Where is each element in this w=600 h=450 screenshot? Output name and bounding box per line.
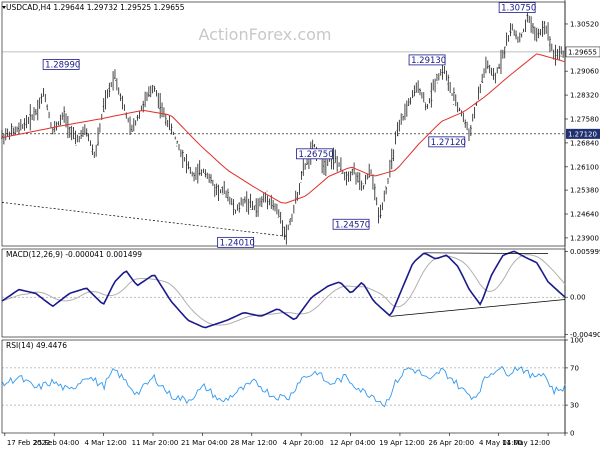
x-tick-label: 4 Apr 20:00 xyxy=(283,439,324,447)
x-tick-label: 26 Apr 20:00 xyxy=(429,439,475,447)
rsi-line xyxy=(1,365,566,408)
price-annotation-label: 1.26750 xyxy=(298,150,333,160)
price-annotation: 1.26750 xyxy=(296,148,334,160)
price-y-tick-label: 1.26100 xyxy=(570,163,599,171)
x-tick-label: 4 Mar 12:00 xyxy=(84,439,126,447)
level-price-tag: 1.27120 xyxy=(566,128,600,139)
level-price-tag-text: 1.27120 xyxy=(568,130,597,138)
macd-trendline-top xyxy=(424,252,549,254)
price-y-tick-label: 1.24640 xyxy=(570,211,599,219)
price-annotation: 1.29130 xyxy=(408,54,446,66)
x-tick-label: 17 Feb 2022 xyxy=(7,439,51,447)
rsi-y-tick-label: 30 xyxy=(570,402,579,410)
price-annotation: 1.27120 xyxy=(428,136,466,148)
current-price-tag: 1.29655 xyxy=(565,46,600,58)
macd-y-tick-label: 0.00 xyxy=(570,294,586,302)
x-tick-label: 21 Mar 04:00 xyxy=(181,439,228,447)
rsi-y-tick-label: 100 xyxy=(570,337,583,345)
price-annotation-label: 1.24010 xyxy=(220,238,255,248)
price-annotation-label: 1.27120 xyxy=(431,138,466,148)
price-annotation-label: 1.30750 xyxy=(501,4,536,14)
price-y-tick-label: 1.26840 xyxy=(570,139,599,147)
rsi-y-tick-label: 70 xyxy=(570,364,579,372)
price-header: USDCAD,H4 1.29644 1.29732 1.29525 1.2965… xyxy=(6,3,185,12)
x-tick-label: 25 Feb 04:00 xyxy=(33,439,79,447)
x-tick-label: 11 May 12:00 xyxy=(502,439,550,447)
watermark: ActionForex.com xyxy=(198,25,331,44)
current-price-tag-bg xyxy=(565,46,600,58)
macd-header: MACD(12,26,9) -0.000041 0.001499 xyxy=(6,250,142,259)
x-tick-label: 12 Apr 04:00 xyxy=(330,439,376,447)
macd-line xyxy=(1,250,566,329)
price-annotation: 1.24570 xyxy=(332,218,370,230)
current-price-tag-text: 1.29655 xyxy=(568,48,597,56)
x-tick-label: 11 Mar 20:00 xyxy=(132,439,179,447)
price-annotation-label: 1.29130 xyxy=(411,56,446,66)
price-y-tick-label: 1.28320 xyxy=(570,92,599,100)
moving-average-line xyxy=(1,53,566,204)
rsi-y-tick-label: 0 xyxy=(570,430,574,438)
macd-trendline-bottom xyxy=(390,299,566,317)
price-y-tick-label: 1.23900 xyxy=(570,234,599,242)
price-annotation: 1.24010 xyxy=(217,236,255,248)
price-y-tick-label: 1.25380 xyxy=(570,187,599,195)
macd-y-tick-label: 0.005999 xyxy=(570,248,600,256)
price-annotation-label: 1.28990 xyxy=(45,60,80,70)
price-bars xyxy=(1,10,566,245)
x-tick-label: 4 May 04:00 xyxy=(479,439,523,447)
panel-frame-1 xyxy=(1,1,566,247)
price-annotation-label: 1.24570 xyxy=(335,220,370,230)
price-annotation-box xyxy=(332,218,370,230)
price-annotation-box xyxy=(42,59,80,70)
price-y-tick-label: 1.30520 xyxy=(570,20,599,28)
price-annotation-box xyxy=(428,136,466,148)
level-price-tag-bg xyxy=(566,128,600,139)
price-y-tick-label: 1.29060 xyxy=(570,68,599,76)
macd-y-tick-label: -0.004901 xyxy=(570,331,600,339)
price-annotation-box xyxy=(408,54,446,66)
x-tick-label: 19 Apr 12:00 xyxy=(379,439,425,447)
rsi-header: RSI(14) 49.4476 xyxy=(6,341,67,350)
collapse-triangle-icon xyxy=(2,6,6,9)
price-y-tick-label: 1.27580 xyxy=(570,115,599,123)
price-annotation: 1.30750 xyxy=(498,2,536,14)
price-annotation: 1.28990 xyxy=(42,59,80,70)
panel-frame-3 xyxy=(1,339,566,434)
price-annotation-box xyxy=(217,236,255,248)
price-annotation-box xyxy=(498,2,536,13)
price-annotation-box xyxy=(296,148,333,160)
x-tick-label: 28 Mar 12:00 xyxy=(230,439,277,447)
